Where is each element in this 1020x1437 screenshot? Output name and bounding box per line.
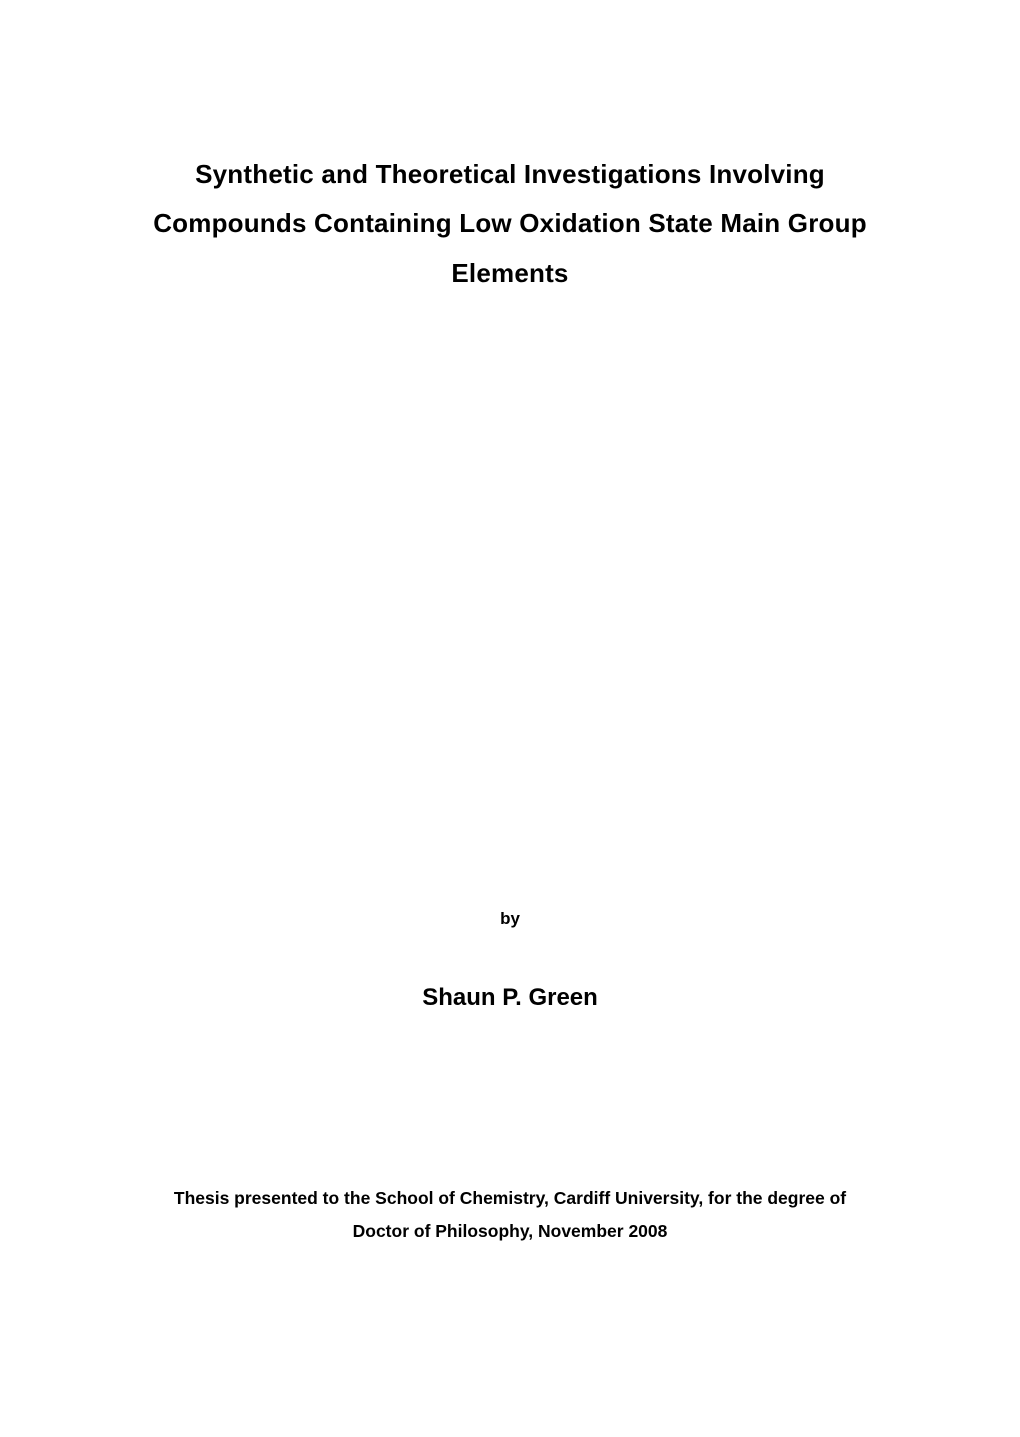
- presented-line-1: Thesis presented to the School of Chemis…: [95, 1182, 925, 1214]
- title-page: Synthetic and Theoretical Investigations…: [0, 0, 1020, 1437]
- title-line-2: Compounds Containing Low Oxidation State…: [95, 199, 925, 248]
- author-name: Shaun P. Green: [95, 984, 925, 1012]
- byline: by: [95, 909, 925, 929]
- thesis-presented-statement: Thesis presented to the School of Chemis…: [95, 1182, 925, 1247]
- presented-line-2: Doctor of Philosophy, November 2008: [95, 1215, 925, 1247]
- title-line-1: Synthetic and Theoretical Investigations…: [95, 150, 925, 199]
- thesis-title: Synthetic and Theoretical Investigations…: [95, 150, 925, 298]
- vertical-spacer: [95, 338, 925, 909]
- title-line-3: Elements: [95, 249, 925, 298]
